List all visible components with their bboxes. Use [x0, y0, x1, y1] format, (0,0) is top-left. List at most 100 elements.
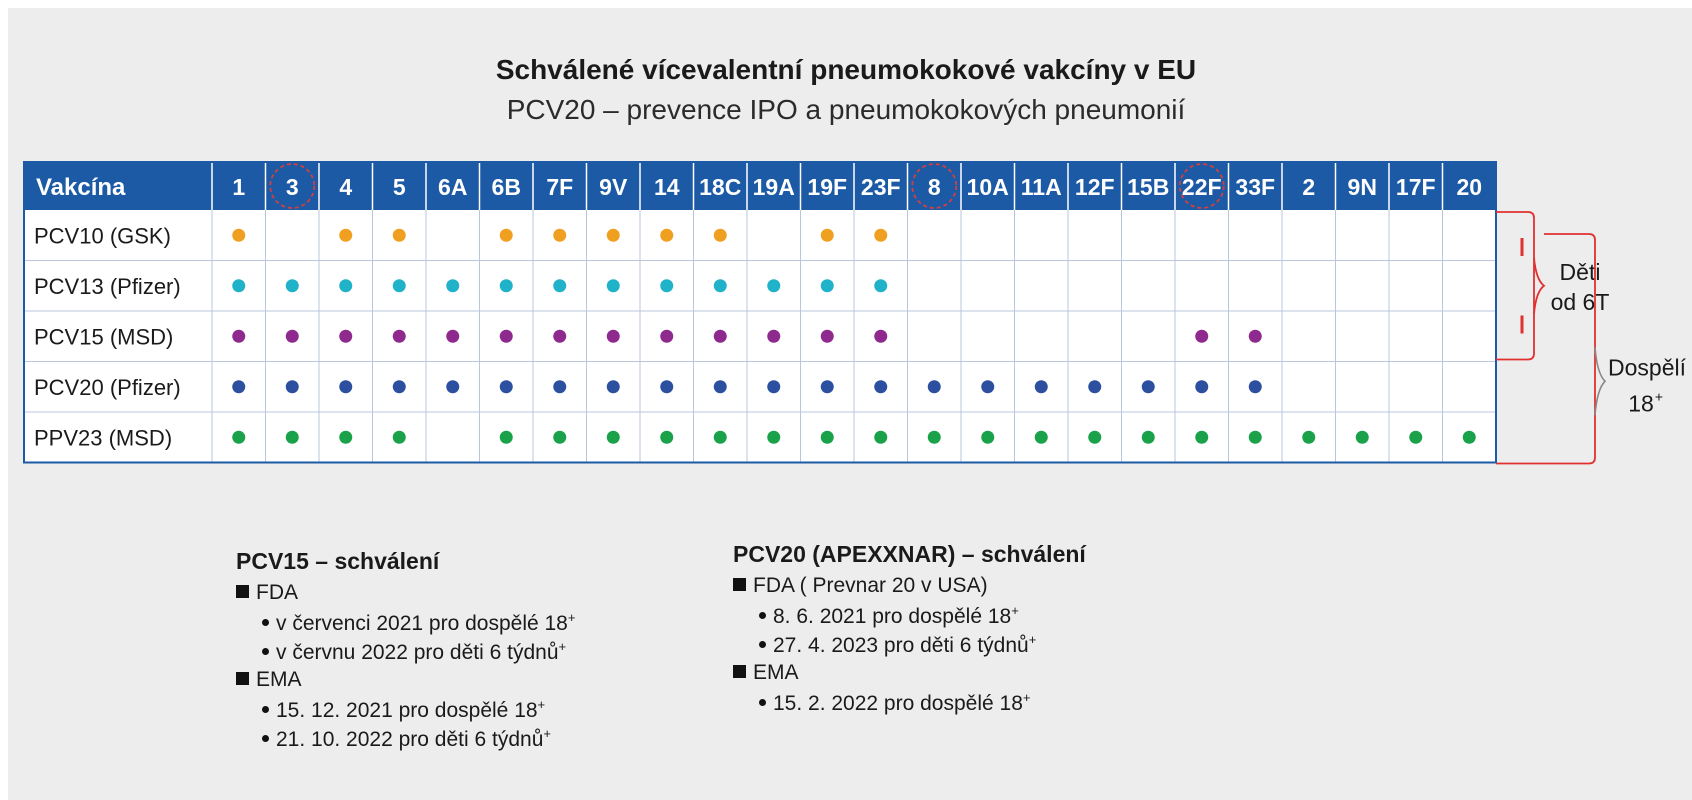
dot-ppv23-msd-12f	[1088, 430, 1102, 444]
note-item: 27. 4. 2023 pro děti 6 týdnů+	[733, 633, 1086, 662]
row-label-pcv20-pfizer: PCV20 (Pfizer)	[34, 375, 181, 400]
serotype-label-17f: 17F	[1396, 174, 1436, 200]
note-item: v červnu 2022 pro děti 6 týdnů+	[236, 640, 575, 669]
note-item: 15. 12. 2021 pro dospělé 18+	[236, 698, 575, 727]
dot-ppv23-msd-11a	[1034, 430, 1048, 444]
dot-pcv20-pfizer-19f	[820, 380, 834, 394]
dot-ppv23-msd-20	[1462, 430, 1476, 444]
note-item-sup: +	[1028, 632, 1037, 647]
serotype-label-4: 4	[339, 174, 352, 200]
serotype-label-12f: 12F	[1075, 174, 1115, 200]
dot-ppv23-msd-9v	[606, 430, 620, 444]
serotype-label-9v: 9V	[599, 174, 628, 200]
dot-pcv10-gsk-23f	[874, 228, 888, 242]
dot-pcv20-pfizer-15b	[1141, 380, 1155, 394]
serotype-label-1: 1	[232, 174, 245, 200]
bracket-adults-label: 18	[1628, 390, 1654, 416]
dot-pcv15-msd-1	[232, 329, 246, 343]
dot-ppv23-msd-5	[392, 430, 406, 444]
dot-pcv13-pfizer-3	[285, 279, 299, 293]
dot-pcv13-pfizer-7f	[553, 279, 567, 293]
notes-pcv15: PCV15 – schválení FDA v červenci 2021 pro …	[236, 550, 575, 756]
note-group-label: EMA	[236, 669, 575, 698]
dot-pcv10-gsk-4	[339, 228, 353, 242]
dot-pcv20-pfizer-9v	[606, 380, 620, 394]
row-label-ppv23-msd: PPV23 (MSD)	[34, 425, 172, 450]
note-item-sup: +	[537, 697, 546, 712]
square-bullet-icon	[236, 585, 249, 598]
dot-pcv20-pfizer-10a	[981, 380, 995, 394]
dot-ppv23-msd-9n	[1355, 430, 1369, 444]
round-bullet-icon	[262, 706, 269, 713]
dot-ppv23-msd-3	[285, 430, 299, 444]
table-border	[23, 161, 1497, 464]
serotype-label-19f: 19F	[807, 174, 847, 200]
highlight-circle-3	[269, 163, 316, 209]
bracket-children-label: Děti	[1560, 259, 1601, 285]
dot-pcv20-pfizer-18c	[713, 380, 727, 394]
row-label-pcv13-pfizer: PCV13 (Pfizer)	[34, 274, 181, 299]
table-header	[24, 162, 1496, 210]
dot-pcv15-msd-4	[339, 329, 353, 343]
dot-ppv23-msd-8	[927, 430, 941, 444]
dot-ppv23-msd-14	[660, 430, 674, 444]
dot-ppv23-msd-4	[339, 430, 353, 444]
dot-pcv10-gsk-19f	[820, 228, 834, 242]
dot-pcv13-pfizer-18c	[713, 279, 727, 293]
serotype-label-6b: 6B	[492, 174, 521, 200]
dot-pcv13-pfizer-9v	[606, 279, 620, 293]
dot-pcv20-pfizer-3	[285, 380, 299, 394]
note-item-sup: +	[543, 726, 551, 741]
note-item: 21. 10. 2022 pro děti 6 týdnů+	[236, 727, 575, 756]
serotype-label-14: 14	[654, 174, 680, 200]
serotype-label-23f: 23F	[861, 174, 901, 200]
dot-pcv10-gsk-1	[232, 228, 246, 242]
dot-ppv23-msd-22f	[1195, 430, 1209, 444]
dot-pcv13-pfizer-14	[660, 279, 674, 293]
dot-pcv20-pfizer-22f	[1195, 380, 1209, 394]
dot-ppv23-msd-17f	[1409, 430, 1423, 444]
dot-ppv23-msd-7f	[553, 430, 567, 444]
dot-ppv23-msd-6b	[499, 430, 513, 444]
highlight-circle-8	[911, 163, 958, 209]
serotype-label-15b: 15B	[1127, 174, 1169, 200]
dot-pcv20-pfizer-8	[927, 380, 941, 394]
chart-title: Schválené vícevalentní pneumokokové vakc…	[495, 54, 1197, 85]
serotype-label-11a: 11A	[1021, 174, 1062, 200]
note-heading: PCV20 (APEXXNAR) – schválení	[733, 541, 1086, 567]
square-bullet-icon	[733, 578, 746, 591]
bracket-adults-label: Dospělí	[1608, 354, 1687, 380]
dot-pcv15-msd-14	[660, 329, 674, 343]
dot-pcv15-msd-3	[285, 329, 299, 343]
serotype-label-2: 2	[1302, 174, 1315, 200]
dot-pcv13-pfizer-19f	[820, 279, 834, 293]
dot-pcv15-msd-9v	[606, 329, 620, 343]
bracket-adults-brace	[1594, 347, 1607, 416]
dot-ppv23-msd-2	[1302, 430, 1316, 444]
serotype-label-3: 3	[286, 174, 299, 200]
dot-ppv23-msd-18c	[713, 430, 727, 444]
dot-pcv20-pfizer-1	[232, 380, 246, 394]
dot-pcv10-gsk-6b	[499, 228, 513, 242]
dot-pcv20-pfizer-14	[660, 380, 674, 394]
dot-pcv10-gsk-14	[660, 228, 674, 242]
dot-ppv23-msd-19f	[820, 430, 834, 444]
row-label-pcv15-msd: PCV15 (MSD)	[34, 324, 173, 349]
dot-pcv20-pfizer-12f	[1088, 380, 1102, 394]
dot-pcv15-msd-23f	[874, 329, 888, 343]
dot-pcv13-pfizer-23f	[874, 279, 888, 293]
dot-ppv23-msd-19a	[767, 430, 781, 444]
bracket-children	[1496, 211, 1535, 361]
dot-pcv15-msd-33f	[1248, 329, 1262, 343]
note-heading: PCV15 – schválení	[236, 548, 440, 574]
serotype-label-8: 8	[928, 174, 941, 200]
dot-pcv10-gsk-5	[392, 228, 406, 242]
bracket-children-brace	[1533, 257, 1546, 314]
serotype-label-19a: 19A	[753, 174, 795, 200]
dot-pcv20-pfizer-6b	[499, 380, 513, 394]
note-item-sup: +	[567, 610, 576, 625]
dot-pcv15-msd-18c	[713, 329, 727, 343]
dot-pcv13-pfizer-1	[232, 279, 246, 293]
row-label-pcv10-gsk: PCV10 (GSK)	[34, 223, 171, 248]
